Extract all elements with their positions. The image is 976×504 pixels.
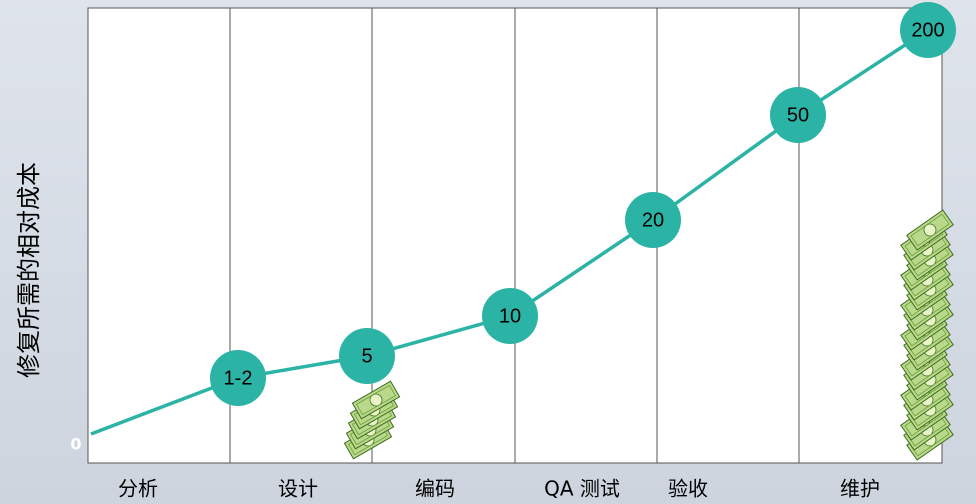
phase-label: 验收 [668, 477, 708, 501]
money-large [900, 209, 954, 461]
nodes: 1-2 5 10 20 50 200 [210, 2, 956, 406]
phase-labels: 分析 设计 编码 QA 测试 验收 维护 [118, 477, 880, 501]
node-label: 5 [361, 345, 372, 367]
phase-label: 编码 [415, 477, 455, 501]
phase-label: 维护 [840, 477, 880, 501]
node-circle [625, 192, 681, 248]
node-circle [770, 87, 826, 143]
origin-label: 0 [70, 435, 81, 454]
phase-label: QA 测试 [544, 477, 620, 501]
node-label: 200 [911, 19, 944, 41]
phase-dividers [229, 8, 800, 463]
node-label: 1-2 [224, 367, 253, 389]
node-label: 50 [787, 104, 809, 126]
phase-label: 设计 [278, 477, 318, 501]
node-circle [900, 2, 956, 58]
node-circle [210, 350, 266, 406]
node-circle [339, 328, 395, 384]
node-label: 20 [642, 209, 664, 231]
node-circle [482, 288, 538, 344]
y-axis-label: 修复所需的相对成本 [15, 162, 43, 378]
phase-label: 分析 [118, 477, 158, 501]
node-label: 10 [499, 305, 521, 327]
